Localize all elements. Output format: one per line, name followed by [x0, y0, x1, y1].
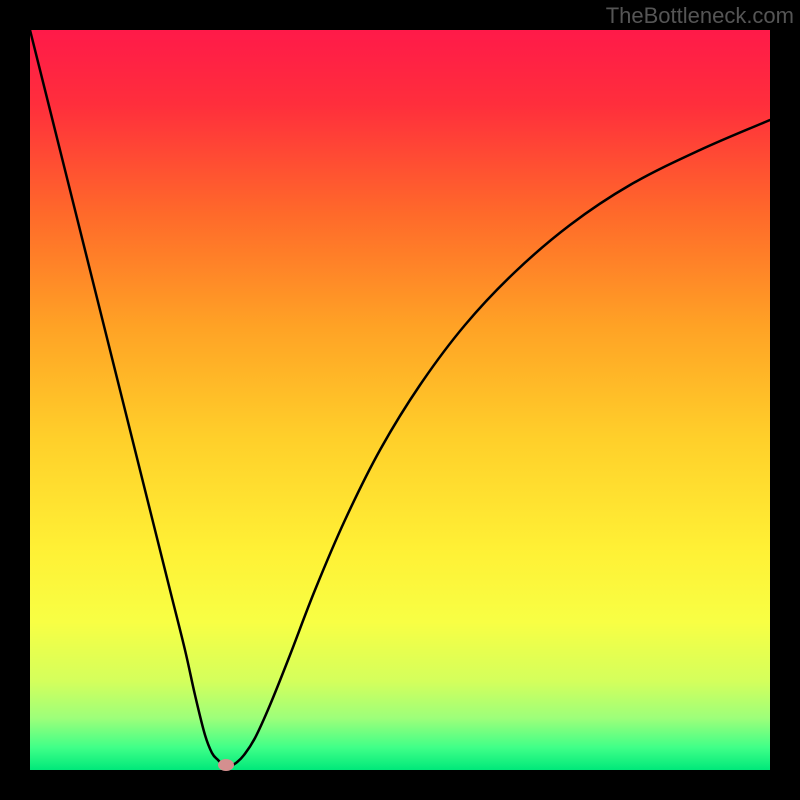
chart-frame: TheBottleneck.com — [0, 0, 800, 800]
watermark-text: TheBottleneck.com — [606, 3, 794, 29]
chart-svg — [0, 0, 800, 800]
optimum-marker — [218, 759, 234, 771]
plot-background — [30, 30, 770, 770]
